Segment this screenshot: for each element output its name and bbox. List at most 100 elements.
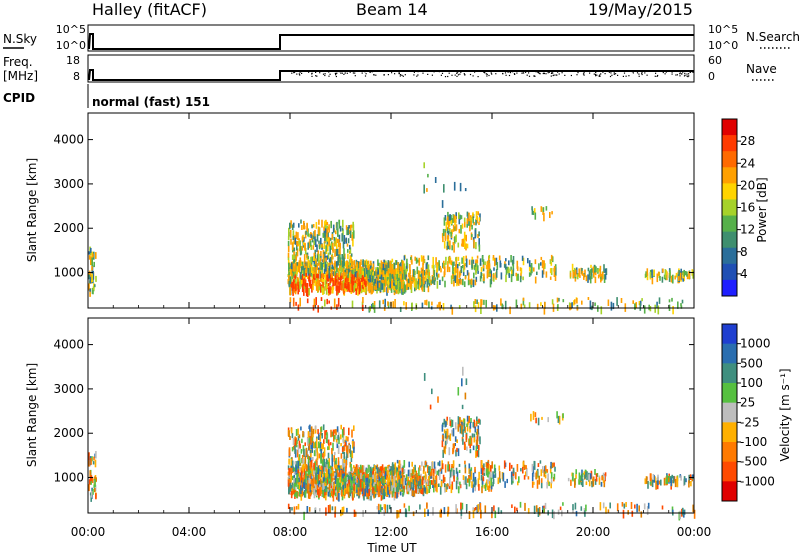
- data-cell: [366, 475, 369, 484]
- data-cell: [351, 429, 353, 438]
- data-cell: [336, 478, 338, 487]
- data-cell: [477, 419, 479, 424]
- data-cell: [340, 261, 343, 265]
- data-cell: [593, 269, 595, 278]
- data-cell: [520, 272, 522, 279]
- data-cell: [364, 268, 366, 276]
- data-cell: [469, 442, 471, 449]
- data-cell: [419, 504, 421, 510]
- data-cell: [353, 264, 356, 269]
- data-cell: [302, 274, 304, 280]
- data-cell: [399, 477, 401, 484]
- data-cell: [645, 476, 648, 484]
- y-tick-label: 3000: [53, 382, 84, 396]
- data-cell: [322, 464, 325, 472]
- data-cell: [457, 422, 460, 432]
- data-cell: [383, 492, 386, 500]
- data-cell: [585, 481, 588, 485]
- data-cell: [306, 298, 309, 304]
- data-cell: [299, 297, 301, 307]
- data-cell: [471, 481, 473, 488]
- data-cell: [303, 268, 305, 276]
- data-cell: [295, 483, 297, 488]
- data-cell: [341, 428, 344, 438]
- data-cell: [290, 428, 293, 434]
- nave-dot: [343, 73, 345, 75]
- data-cell: [313, 231, 315, 240]
- data-cell: [289, 435, 291, 440]
- data-cell: [320, 448, 322, 457]
- data-cell: [325, 237, 328, 242]
- data-cell: [419, 478, 422, 485]
- data-cell: [369, 265, 372, 269]
- data-cell: [89, 276, 91, 284]
- data-cell: [393, 262, 396, 270]
- data-cell: [287, 279, 290, 285]
- nave-dot: [625, 75, 627, 77]
- data-cell: [530, 271, 532, 276]
- data-cell: [334, 260, 336, 269]
- data-cell: [374, 279, 376, 284]
- data-cell: [353, 475, 355, 484]
- data-cell: [296, 473, 298, 482]
- data-cell: [436, 280, 439, 289]
- data-cell: [306, 223, 308, 232]
- data-cell: [444, 280, 446, 288]
- data-cell: [597, 305, 599, 312]
- data-cell: [382, 476, 384, 484]
- data-cell: [311, 468, 314, 476]
- data-cell: [587, 267, 590, 272]
- nave-dot: [338, 71, 340, 73]
- data-cell: [523, 304, 526, 309]
- data-cell: [309, 466, 312, 474]
- data-cell: [572, 504, 574, 511]
- data-cell: [296, 248, 299, 257]
- data-cell: [691, 474, 694, 478]
- data-cell: [335, 237, 338, 247]
- data-cell: [462, 438, 464, 445]
- data-cell: [467, 272, 470, 281]
- nave-dot: [383, 74, 385, 76]
- data-cell: [324, 251, 326, 259]
- data-cell: [450, 220, 453, 225]
- data-cell: [329, 285, 331, 295]
- data-cell: [298, 466, 301, 471]
- data-cell: [400, 471, 402, 479]
- data-cell: [378, 473, 381, 483]
- time-axis: 00:00 04:00 08:00 12:00 16:00 20:00 00:00: [71, 113, 711, 539]
- nave-dot: [608, 71, 610, 73]
- data-cell: [477, 450, 480, 458]
- data-cell: [439, 485, 442, 495]
- data-cell: [438, 472, 441, 480]
- data-cell: [366, 484, 369, 494]
- data-cell: [439, 265, 442, 270]
- data-cell: [302, 431, 304, 437]
- data-cell: [464, 467, 467, 474]
- nave-dot: [335, 75, 337, 78]
- data-cell: [358, 474, 360, 479]
- data-cell: [361, 481, 364, 488]
- data-cell: [343, 488, 346, 495]
- nave-dot: [635, 70, 637, 72]
- data-cell: [310, 426, 313, 433]
- data-cell: [322, 443, 324, 449]
- data-cell: [453, 475, 455, 482]
- data-cell: [521, 255, 524, 261]
- data-cell: [338, 472, 341, 478]
- data-cell: [376, 506, 379, 510]
- data-cell: [579, 475, 582, 481]
- data-cell: [324, 461, 326, 468]
- data-cell: [313, 442, 315, 448]
- data-cell: [580, 474, 583, 482]
- data-cell: [490, 276, 493, 285]
- data-cell: [383, 483, 386, 490]
- data-cell: [456, 264, 459, 272]
- nave-dot: [679, 75, 681, 77]
- data-cell: [458, 305, 461, 309]
- data-cell: [398, 263, 401, 268]
- data-cell: [329, 472, 331, 479]
- data-cell: [434, 483, 436, 488]
- data-cell: [329, 504, 331, 514]
- data-cell: [469, 224, 471, 232]
